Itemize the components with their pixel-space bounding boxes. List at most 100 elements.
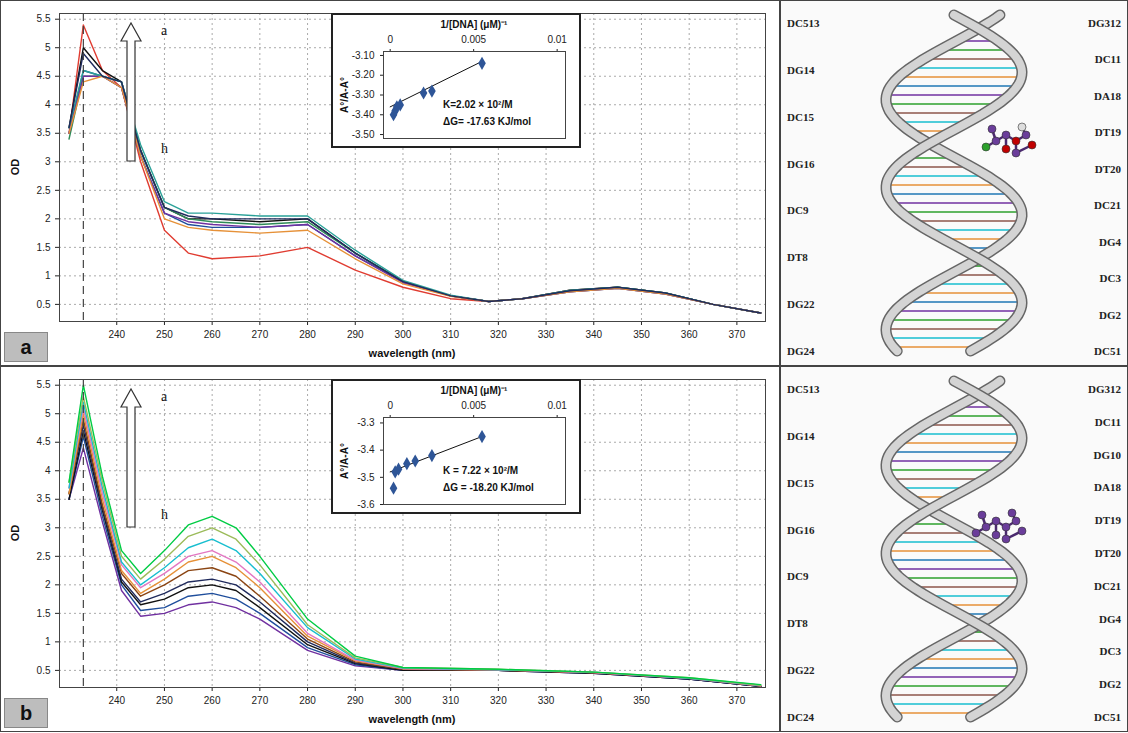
svg-text:0.01: 0.01 — [547, 400, 567, 411]
svg-text:0.005: 0.005 — [461, 34, 486, 45]
svg-text:DA18: DA18 — [1094, 90, 1121, 102]
svg-text:290: 290 — [347, 695, 364, 706]
svg-text:300: 300 — [395, 695, 412, 706]
svg-text:280: 280 — [299, 329, 316, 340]
svg-text:DT19: DT19 — [1095, 126, 1122, 138]
svg-text:0.005: 0.005 — [461, 400, 486, 411]
svg-text:370: 370 — [729, 329, 746, 340]
svg-text:DC51: DC51 — [1094, 345, 1121, 357]
svg-text:DT8: DT8 — [787, 251, 808, 263]
svg-text:3.5: 3.5 — [37, 127, 51, 138]
svg-text:DC11: DC11 — [1095, 416, 1121, 428]
svg-text:1.5: 1.5 — [37, 608, 51, 619]
svg-text:DG14: DG14 — [787, 430, 815, 442]
svg-text:DG10: DG10 — [1094, 449, 1122, 461]
svg-text:DG16: DG16 — [787, 524, 815, 536]
svg-text:5: 5 — [45, 408, 51, 419]
svg-text:DT20: DT20 — [1095, 547, 1122, 559]
svg-text:DC21: DC21 — [1094, 580, 1121, 592]
svg-text:DA18: DA18 — [1094, 481, 1121, 493]
svg-text:-3.5: -3.5 — [357, 472, 375, 483]
svg-text:1: 1 — [45, 636, 51, 647]
svg-text:h: h — [161, 141, 168, 156]
svg-text:2.5: 2.5 — [37, 185, 51, 196]
svg-text:250: 250 — [156, 329, 173, 340]
svg-text:0: 0 — [387, 34, 393, 45]
svg-text:1: 1 — [45, 270, 51, 281]
svg-text:DC11: DC11 — [1095, 53, 1121, 65]
svg-text:-3.30: -3.30 — [352, 89, 375, 100]
svg-text:DC15: DC15 — [787, 111, 814, 123]
svg-text:DC51: DC51 — [1094, 711, 1121, 723]
svg-text:0.01: 0.01 — [547, 34, 567, 45]
svg-text:240: 240 — [108, 329, 125, 340]
svg-text:310: 310 — [442, 695, 459, 706]
svg-text:370: 370 — [729, 695, 746, 706]
svg-text:360: 360 — [681, 329, 698, 340]
svg-text:DG14: DG14 — [787, 64, 815, 76]
svg-text:DC513: DC513 — [787, 17, 820, 29]
svg-text:0.5: 0.5 — [37, 299, 51, 310]
svg-text:-3.4: -3.4 — [357, 444, 375, 455]
svg-text:5: 5 — [45, 42, 51, 53]
svg-text:DG22: DG22 — [787, 298, 815, 310]
svg-text:340: 340 — [585, 329, 602, 340]
svg-text:330: 330 — [538, 329, 555, 340]
svg-text:DC9: DC9 — [787, 570, 809, 582]
svg-text:DG2: DG2 — [1099, 309, 1122, 321]
svg-text:DG312: DG312 — [1088, 17, 1122, 29]
svg-text:250: 250 — [156, 695, 173, 706]
svg-text:a: a — [161, 23, 168, 38]
svg-text:2: 2 — [45, 213, 51, 224]
svg-text:3: 3 — [45, 156, 51, 167]
svg-text:350: 350 — [633, 695, 650, 706]
svg-text:-3.6: -3.6 — [357, 499, 375, 510]
svg-text:DT19: DT19 — [1095, 514, 1122, 526]
svg-text:260: 260 — [204, 329, 221, 340]
svg-text:2: 2 — [45, 579, 51, 590]
svg-text:DG312: DG312 — [1088, 383, 1122, 395]
svg-text:5.5: 5.5 — [37, 379, 51, 390]
svg-text:260: 260 — [204, 695, 221, 706]
svg-text:0: 0 — [387, 400, 393, 411]
svg-text:-3.3: -3.3 — [357, 417, 375, 428]
svg-text:4: 4 — [45, 465, 51, 476]
svg-text:-3.20: -3.20 — [352, 69, 375, 80]
svg-text:1.5: 1.5 — [37, 242, 51, 253]
svg-text:DG22: DG22 — [787, 664, 815, 676]
svg-text:DG2: DG2 — [1099, 678, 1122, 690]
svg-text:240: 240 — [108, 695, 125, 706]
svg-text:330: 330 — [538, 695, 555, 706]
svg-text:350: 350 — [633, 329, 650, 340]
svg-text:DC3: DC3 — [1100, 272, 1122, 284]
svg-text:340: 340 — [585, 695, 602, 706]
svg-text:-3.40: -3.40 — [352, 109, 375, 120]
svg-text:DT8: DT8 — [787, 617, 808, 629]
svg-text:-3.10: -3.10 — [352, 50, 375, 61]
svg-text:h: h — [161, 507, 168, 522]
svg-text:4.5: 4.5 — [37, 436, 51, 447]
svg-text:2.5: 2.5 — [37, 551, 51, 562]
svg-text:320: 320 — [490, 329, 507, 340]
svg-text:270: 270 — [252, 695, 269, 706]
svg-text:DT20: DT20 — [1095, 163, 1122, 175]
svg-text:-3.50: -3.50 — [352, 129, 375, 140]
svg-text:DC3: DC3 — [1100, 645, 1122, 657]
svg-text:DC513: DC513 — [787, 383, 820, 395]
svg-text:a: a — [161, 389, 168, 404]
svg-text:280: 280 — [299, 695, 316, 706]
svg-text:320: 320 — [490, 695, 507, 706]
svg-text:DG4: DG4 — [1099, 613, 1122, 625]
svg-text:300: 300 — [395, 329, 412, 340]
svg-text:DC21: DC21 — [1094, 199, 1121, 211]
svg-text:4.5: 4.5 — [37, 70, 51, 81]
svg-text:DG24: DG24 — [787, 345, 815, 357]
svg-text:270: 270 — [252, 329, 269, 340]
svg-text:DC24: DC24 — [787, 711, 814, 723]
svg-text:DG4: DG4 — [1099, 236, 1122, 248]
svg-text:DC9: DC9 — [787, 204, 809, 216]
svg-text:3: 3 — [45, 522, 51, 533]
svg-text:4: 4 — [45, 99, 51, 110]
svg-text:5.5: 5.5 — [37, 13, 51, 24]
svg-text:360: 360 — [681, 695, 698, 706]
